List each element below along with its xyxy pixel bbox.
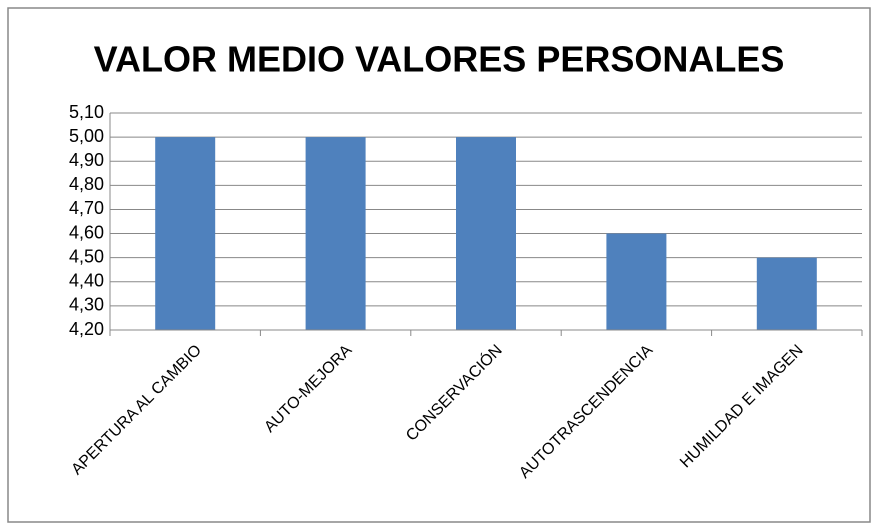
y-tick-label: 4,40: [69, 271, 104, 291]
bar: [305, 137, 366, 330]
y-tick-label: 5,00: [69, 126, 104, 146]
y-tick-label: 4,60: [69, 222, 104, 242]
bar: [155, 137, 216, 330]
y-tick-label: 4,30: [69, 295, 104, 315]
y-tick-label: 4,20: [69, 319, 104, 339]
bar: [606, 233, 667, 330]
y-tick-label: 5,10: [69, 102, 104, 122]
y-tick-label: 4,80: [69, 174, 104, 194]
chart-border: [7, 7, 871, 523]
bar: [456, 137, 516, 330]
bar: [756, 257, 817, 330]
chart-title: VALOR MEDIO VALORES PERSONALES: [94, 39, 785, 80]
y-tick-label: 4,70: [69, 198, 104, 218]
y-tick-label: 4,50: [69, 246, 104, 266]
y-tick-label: 4,90: [69, 150, 104, 170]
